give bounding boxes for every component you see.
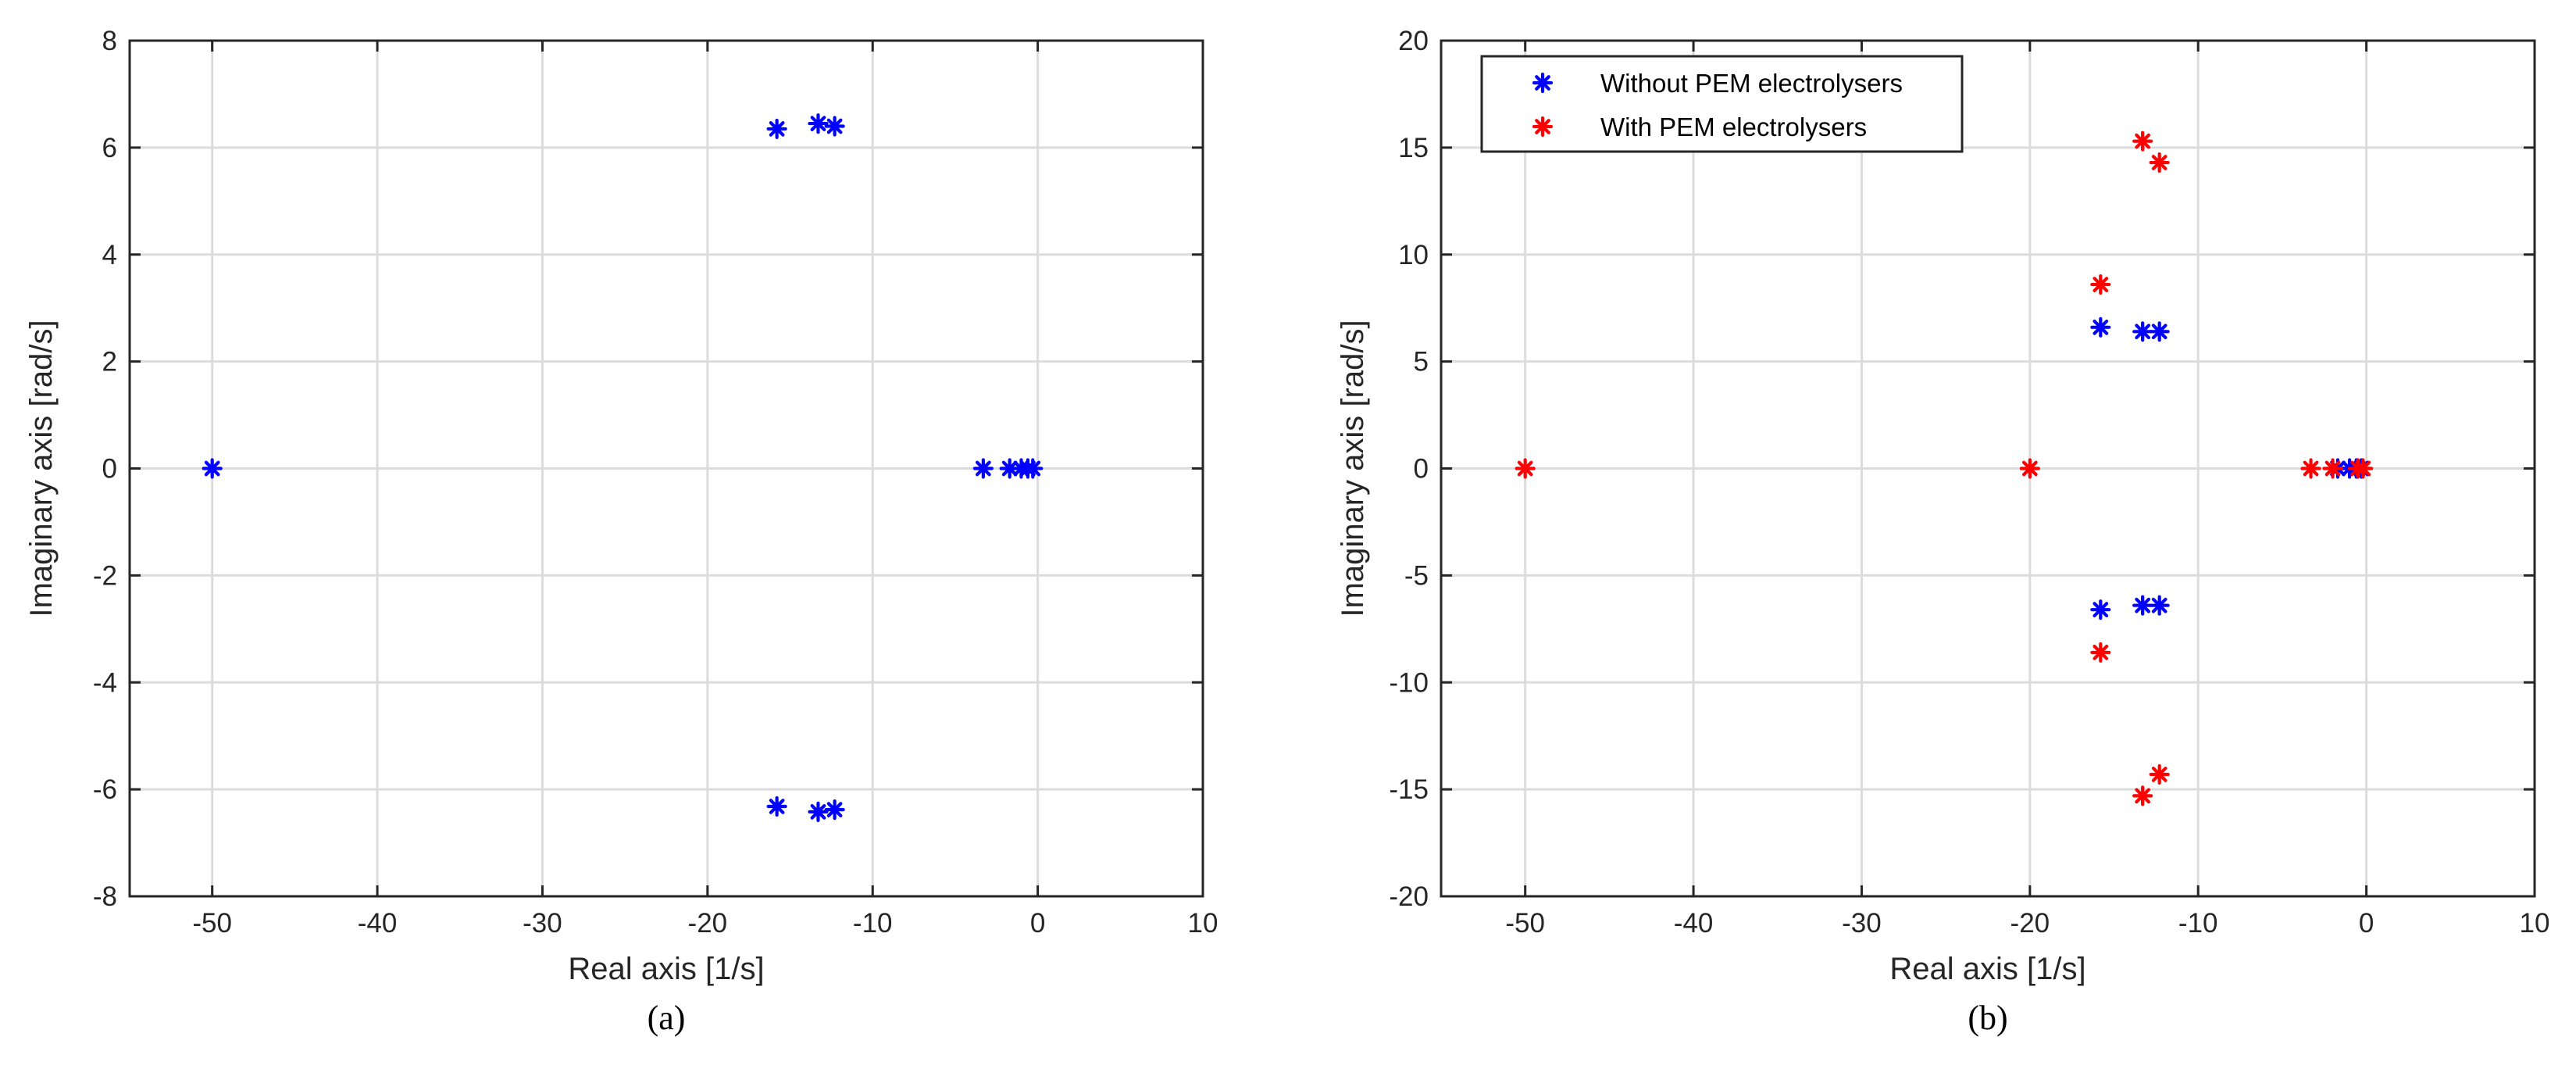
- y-tick-label: -20: [1389, 881, 1429, 912]
- legend-label-without-pem: Without PEM electrolysers: [1600, 69, 1903, 98]
- y-tick-label: 4: [102, 240, 117, 270]
- data-point-series-1: [2090, 642, 2111, 663]
- y-tick-label: 0: [1414, 454, 1429, 484]
- y-tick-label: 20: [1398, 26, 1429, 56]
- x-tick-label: 10: [2520, 908, 2550, 939]
- y-tick-label: -5: [1404, 560, 1429, 591]
- y-tick-label: -2: [93, 560, 117, 591]
- y-tick-label: 5: [1414, 347, 1429, 377]
- legend-star-1: [1532, 116, 1554, 138]
- plot-frame-b: [1440, 39, 2536, 898]
- x-tick-label: -40: [358, 908, 398, 939]
- legend-marker-without-pem: [1532, 72, 1554, 94]
- data-point-series-1: [2090, 274, 2111, 295]
- data-point-series-0: [808, 801, 829, 822]
- x-tick-label: 0: [1030, 908, 1045, 939]
- x-tick-label: 0: [2359, 908, 2374, 939]
- legend-star-0: [1532, 72, 1554, 94]
- grid-b: [1441, 39, 2536, 898]
- points-b: [1515, 130, 2374, 806]
- data-point-series-1: [2019, 458, 2040, 479]
- x-tick-label: -10: [2178, 908, 2218, 939]
- data-point-series-1: [2132, 785, 2153, 806]
- data-point-series-0: [2090, 316, 2111, 338]
- legend-marker-with-pem: [1532, 116, 1554, 138]
- data-point-series-0: [2090, 599, 2111, 620]
- data-point-series-0: [1022, 458, 1044, 479]
- y-tick-label: -6: [93, 774, 117, 805]
- legend: Without PEM electrolysers With PEM elect…: [1480, 55, 1964, 153]
- x-tick-label: -50: [192, 908, 232, 939]
- data-point-series-1: [2149, 763, 2170, 785]
- x-axis-label-a: Real axis [1/s]: [568, 952, 764, 986]
- data-point-series-0: [2149, 321, 2170, 342]
- y-tick-label: 15: [1398, 133, 1429, 163]
- x-axis-label-b: Real axis [1/s]: [1889, 952, 2085, 986]
- x-tick-label: -30: [1842, 908, 1882, 939]
- data-point-series-0: [766, 795, 787, 817]
- x-tick-label: -20: [688, 908, 728, 939]
- data-point-series-1: [2353, 458, 2374, 479]
- legend-box: [1480, 55, 1964, 153]
- caption-b: (b): [1968, 999, 2007, 1037]
- x-tick-label: -50: [1505, 908, 1545, 939]
- x-tick-label: -10: [853, 908, 893, 939]
- data-point-series-1: [1515, 458, 1536, 479]
- legend-label-with-pem: With PEM electrolysers: [1600, 113, 1867, 141]
- x-tick-label: -20: [2010, 908, 2050, 939]
- y-axis-label-b: Imaginary axis [rad/s]: [1336, 320, 1370, 617]
- points-a: [202, 113, 1044, 822]
- y-tick-label: -4: [93, 667, 117, 698]
- caption-a: (a): [648, 999, 686, 1037]
- data-point-series-0: [202, 458, 223, 479]
- data-point-series-1: [2132, 130, 2153, 152]
- data-point-series-0: [824, 799, 845, 821]
- y-tick-label: -10: [1389, 667, 1429, 698]
- data-point-series-0: [824, 116, 845, 137]
- y-tick-label: -15: [1389, 774, 1429, 805]
- data-point-series-0: [766, 118, 787, 140]
- data-point-series-0: [972, 458, 994, 479]
- y-tick-label: 10: [1398, 240, 1429, 270]
- y-tick-label: -8: [93, 881, 117, 912]
- data-point-series-0: [2132, 321, 2153, 342]
- data-point-series-0: [808, 113, 829, 134]
- x-tick-label: -40: [1674, 908, 1714, 939]
- y-tick-label: 6: [102, 133, 117, 163]
- x-tick-label: -30: [523, 908, 562, 939]
- y-tick-label: 0: [102, 454, 117, 484]
- y-axis-label-a: Imaginary axis [rad/s]: [24, 320, 59, 617]
- data-point-series-0: [2132, 595, 2153, 616]
- y-tick-label: 2: [102, 347, 117, 377]
- data-point-series-0: [2149, 595, 2170, 616]
- data-point-series-1: [2322, 458, 2343, 479]
- x-tick-label: 10: [1188, 908, 1218, 939]
- data-point-series-1: [2300, 458, 2321, 479]
- plot-frame-a: [128, 39, 1204, 898]
- data-point-series-1: [2149, 152, 2170, 173]
- y-tick-label: 8: [102, 26, 117, 56]
